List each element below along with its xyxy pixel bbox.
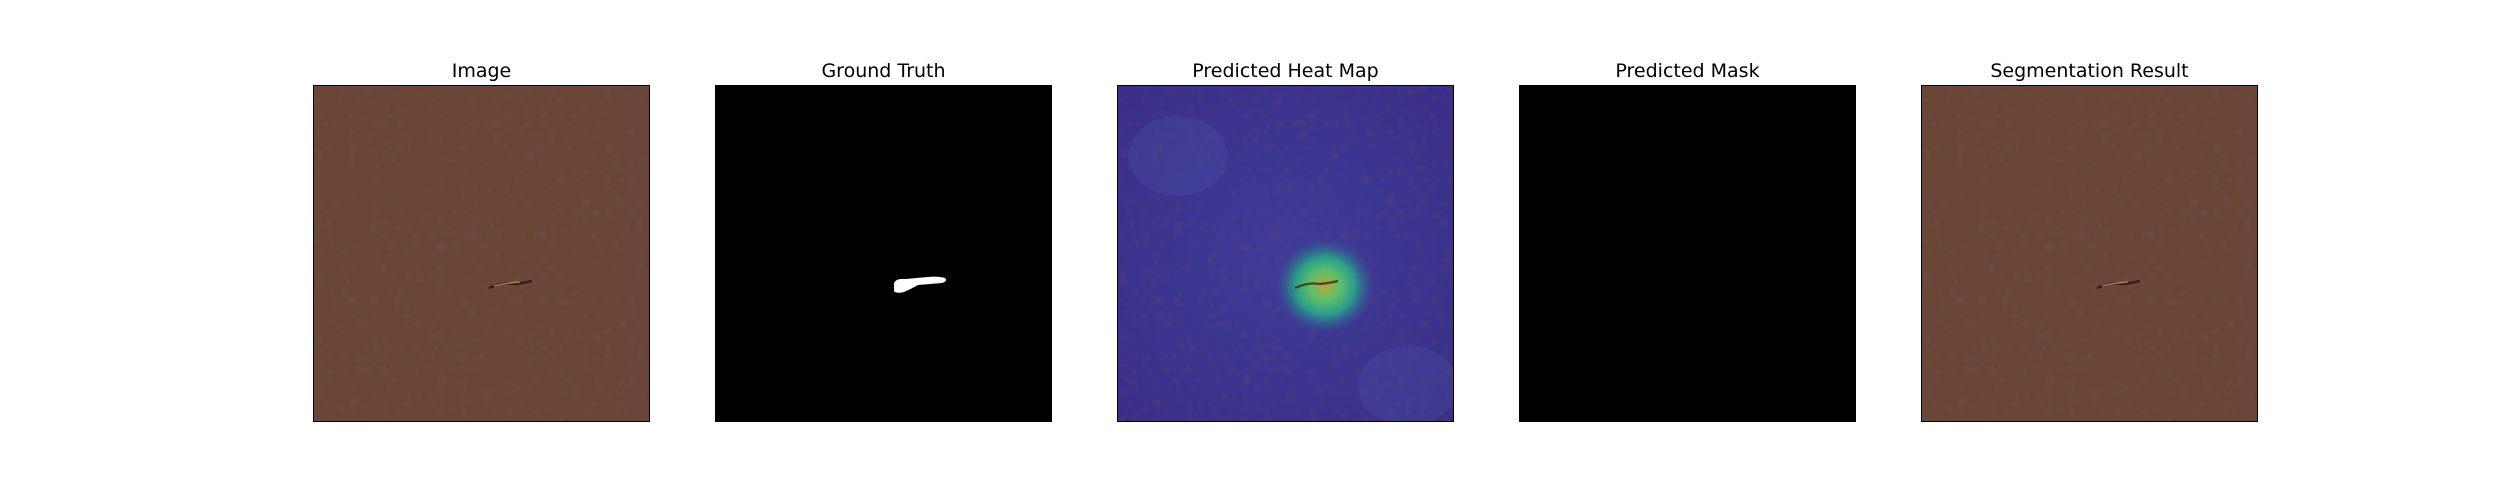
panel-segmentation: Segmentation Result	[1921, 0, 2258, 500]
panel-title-mask: Predicted Mask	[1615, 60, 1760, 82]
panel-title-heatmap: Predicted Heat Map	[1192, 60, 1379, 82]
heatmap-image	[1117, 85, 1454, 422]
panel-title-image: Image	[451, 60, 512, 82]
panel-heatmap: Predicted Heat Map	[1117, 0, 1454, 500]
segmentation-image	[1921, 85, 2258, 422]
heat-hotspot	[1275, 238, 1375, 334]
predicted-mask	[1519, 85, 1856, 422]
ground-truth-mask	[715, 85, 1052, 422]
panel-image: Image	[313, 0, 650, 500]
panel-mask: Predicted Mask	[1519, 0, 1856, 500]
panel-title-segmentation: Segmentation Result	[1990, 60, 2189, 82]
image-original	[313, 85, 650, 422]
defect-region	[894, 276, 946, 293]
panel-title-ground-truth: Ground Truth	[821, 60, 946, 82]
panel-ground-truth: Ground Truth	[715, 0, 1052, 500]
